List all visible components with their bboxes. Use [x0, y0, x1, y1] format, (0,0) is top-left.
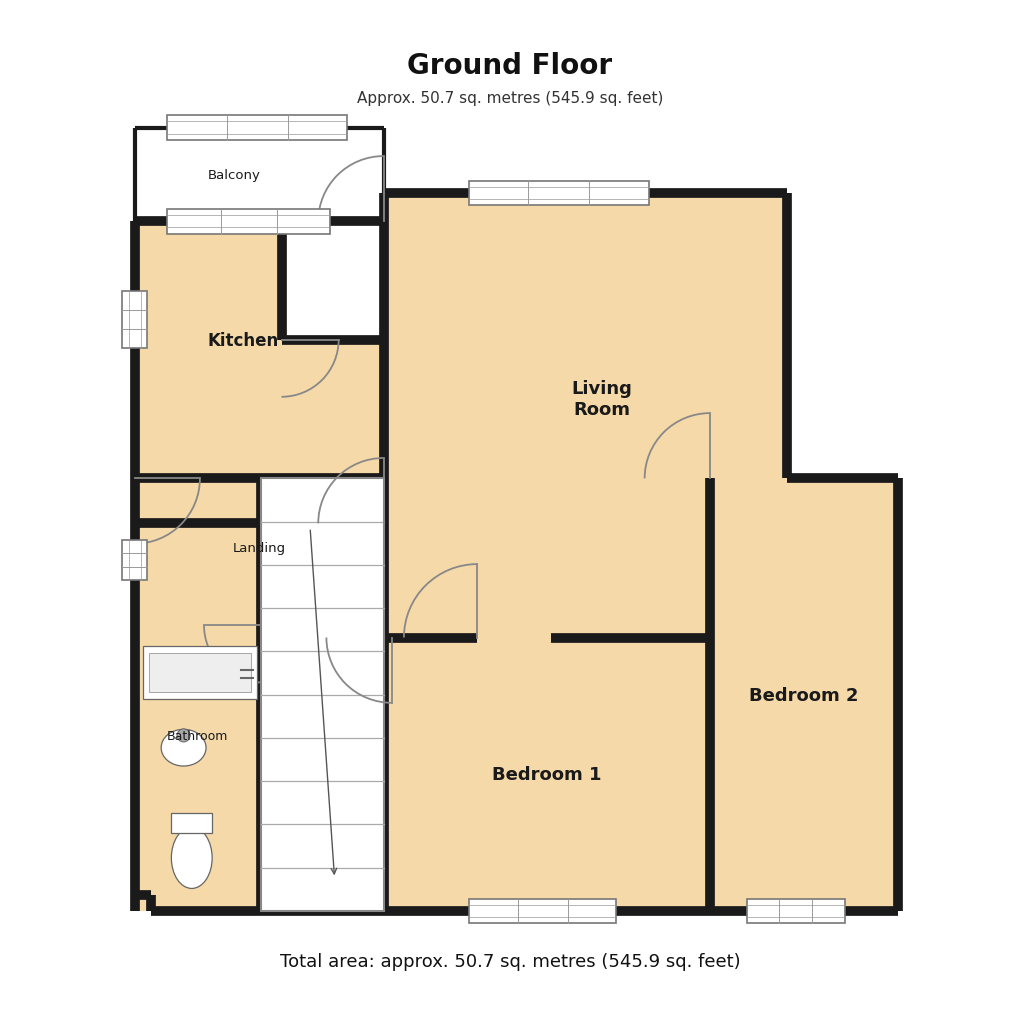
- Bar: [149, 653, 251, 693]
- Text: Bathroom: Bathroom: [167, 730, 228, 742]
- Bar: [135, 479, 261, 911]
- Text: Ground Floor: Ground Floor: [407, 52, 612, 81]
- Ellipse shape: [171, 827, 212, 889]
- Polygon shape: [383, 194, 787, 638]
- Bar: [469, 181, 648, 206]
- Bar: [261, 479, 383, 911]
- Bar: [746, 899, 844, 923]
- Bar: [122, 291, 147, 348]
- Circle shape: [177, 730, 190, 742]
- Bar: [383, 638, 709, 911]
- Text: Balcony: Balcony: [208, 169, 261, 181]
- Ellipse shape: [161, 730, 206, 766]
- Bar: [167, 210, 330, 234]
- Bar: [261, 524, 383, 911]
- Text: Living
Room: Living Room: [571, 380, 632, 419]
- Text: Bedroom 2: Bedroom 2: [748, 686, 858, 704]
- Bar: [122, 540, 147, 581]
- Text: Kitchen: Kitchen: [207, 331, 278, 350]
- Bar: [135, 524, 383, 638]
- Bar: [167, 116, 346, 141]
- Polygon shape: [135, 222, 383, 524]
- Polygon shape: [383, 194, 787, 638]
- Text: Bedroom 1: Bedroom 1: [491, 765, 601, 784]
- Text: Total area: approx. 50.7 sq. metres (545.9 sq. feet): Total area: approx. 50.7 sq. metres (545…: [279, 952, 740, 970]
- Bar: [469, 899, 615, 923]
- Text: Approx. 50.7 sq. metres (545.9 sq. feet): Approx. 50.7 sq. metres (545.9 sq. feet): [357, 92, 662, 106]
- Bar: [135, 128, 383, 222]
- Bar: [709, 479, 897, 911]
- Bar: [143, 646, 257, 699]
- Bar: [171, 813, 212, 834]
- Text: Landing: Landing: [232, 542, 285, 554]
